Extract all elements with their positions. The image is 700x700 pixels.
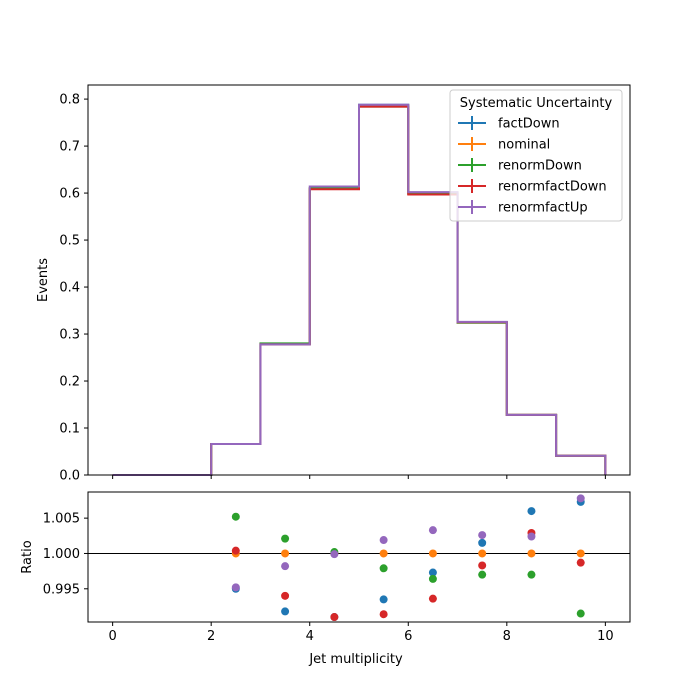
ratio-point-factDown: [428, 568, 437, 577]
ratio-point-renormfactUp: [478, 531, 487, 540]
top-y-tick-label: 0.6: [59, 187, 80, 202]
top-y-tick-label: 0.8: [59, 93, 80, 108]
ratio-point-renormDown: [281, 534, 290, 543]
ratio-point-renormDown: [478, 570, 487, 579]
legend-title: Systematic Uncertainty: [460, 96, 613, 111]
ratio-point-factDown: [379, 595, 388, 604]
ratio-point-nominal: [527, 549, 536, 558]
ratio-point-nominal: [379, 549, 388, 558]
ratio-point-renormDown: [231, 512, 240, 521]
x-tick-label: 6: [404, 629, 412, 644]
ratio-point-factDown: [527, 507, 536, 516]
ratio-point-nominal: [281, 549, 290, 558]
ratio-point-renormfactUp: [281, 562, 290, 571]
ratio-point-renormfactUp: [330, 550, 339, 559]
ratio-point-renormfactDown: [576, 558, 585, 567]
ratio-point-renormfactDown: [330, 613, 339, 622]
bottom-y-tick-label: 0.995: [43, 582, 80, 597]
ratio-point-factDown: [478, 538, 487, 547]
ratio-point-renormfactDown: [428, 594, 437, 603]
legend-label: factDown: [498, 117, 560, 132]
ratio-point-renormfactUp: [231, 583, 240, 592]
top-y-tick-label: 0.2: [59, 375, 80, 390]
bottom-y-tick-label: 1.000: [43, 547, 80, 562]
legend-entry-nominal: nominal: [458, 137, 550, 153]
ratio-point-renormDown: [428, 574, 437, 583]
bottom-y-tick-label: 1.005: [43, 512, 80, 527]
legend-label: renormDown: [498, 159, 582, 174]
x-tick-label: 4: [306, 629, 314, 644]
top-y-tick-label: 0.4: [59, 281, 80, 296]
legend-entry-renormDown: renormDown: [458, 158, 582, 174]
ratio-point-renormfactDown: [231, 546, 240, 555]
top-plot-panel: 0.0 0.1 0.2 0.3 0.4 0.5 0.6 0.7 0.8: [59, 84, 631, 484]
top-plot-frame: [87, 84, 631, 476]
ratio-point-renormfactUp: [576, 494, 585, 503]
x-tick-label: 0: [108, 629, 116, 644]
x-tick-label: 10: [597, 629, 614, 644]
top-y-tick-label: 0.7: [59, 140, 80, 155]
ratio-point-nominal: [576, 549, 585, 558]
ratio-points-group: [231, 494, 585, 622]
ratio-point-renormDown: [527, 570, 536, 579]
x-axis-label: Jet multiplicity: [308, 652, 403, 667]
ratio-point-renormfactDown: [478, 561, 487, 570]
legend-entry-renormfactDown: renormfactDown: [458, 179, 607, 195]
ratio-point-renormfactUp: [527, 532, 536, 541]
ratio-plot-panel: 0.995 1.000 1.005 0 2 4 6 8 10: [43, 491, 631, 644]
top-y-tick-label: 0.0: [59, 469, 80, 484]
ratio-point-renormfactDown: [379, 610, 388, 619]
histogram-series-group: [112, 103, 607, 476]
ratio-point-factDown: [281, 607, 290, 616]
bottom-y-axis-label: Ratio: [20, 540, 35, 573]
top-y-axis-label: Events: [36, 258, 51, 302]
legend: Systematic Uncertainty factDown nominal ren…: [449, 89, 623, 222]
legend-entry-factDown: factDown: [458, 116, 560, 132]
ratio-point-renormDown: [576, 609, 585, 618]
legend-box: [449, 89, 623, 222]
legend-label: nominal: [498, 138, 550, 153]
top-y-tick-label: 0.1: [59, 422, 80, 437]
top-y-tick-label: 0.3: [59, 328, 80, 343]
ratio-point-renormfactUp: [428, 526, 437, 535]
legend-entry-renormfactUp: renormfactUp: [458, 200, 588, 216]
ratio-point-renormfactUp: [379, 536, 388, 545]
legend-label: renormfactDown: [498, 180, 607, 195]
ratio-plot-frame: [87, 491, 631, 623]
histogram-line-renormfactUp: [112, 103, 607, 476]
ratio-point-nominal: [428, 549, 437, 558]
top-y-tick-label: 0.5: [59, 234, 80, 249]
x-tick-label: 8: [503, 629, 511, 644]
legend-label: renormfactUp: [498, 201, 588, 216]
ratio-point-renormfactDown: [281, 591, 290, 600]
ratio-point-renormDown: [379, 564, 388, 573]
x-tick-label: 2: [207, 629, 215, 644]
ratio-point-nominal: [478, 549, 487, 558]
